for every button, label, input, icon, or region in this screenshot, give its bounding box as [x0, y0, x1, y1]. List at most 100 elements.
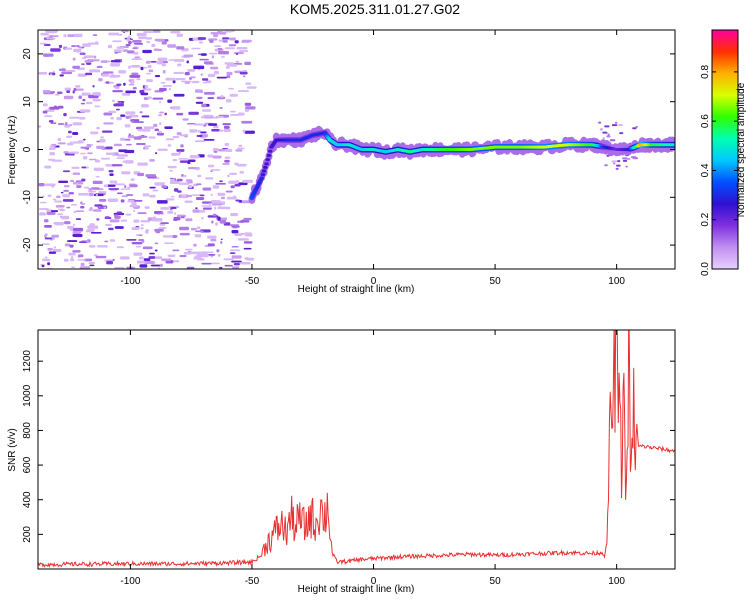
noise-speckle [72, 57, 76, 61]
noise-speckle [59, 209, 66, 212]
noise-speckle [211, 129, 220, 132]
noise-speckle [172, 235, 178, 238]
noise-speckle [224, 264, 233, 267]
noise-speckle [114, 215, 121, 219]
noise-speckle [94, 41, 99, 44]
noise-speckle [46, 36, 50, 40]
noise-speckle [44, 224, 52, 228]
noise-speckle [85, 101, 93, 105]
noise-speckle [220, 240, 223, 244]
noise-speckle [115, 108, 120, 111]
noise-speckle [149, 186, 156, 189]
noise-speckle [194, 89, 203, 93]
noise-speckle [112, 40, 122, 43]
noise-speckle [74, 33, 83, 38]
noise-speckle [210, 193, 213, 196]
noise-speckle [128, 83, 135, 86]
noise-speckle [189, 179, 193, 183]
noise-speckle [116, 83, 122, 86]
noise-speckle [111, 99, 115, 102]
noise-speckle [78, 254, 84, 258]
noise-speckle [176, 33, 183, 37]
noise-speckle [131, 58, 143, 60]
noise-speckle [98, 191, 107, 194]
noise-speckle [207, 164, 215, 168]
noise-speckle [210, 66, 219, 70]
noise-speckle [194, 123, 204, 126]
noise-speckle [229, 114, 240, 116]
noise-speckle [44, 256, 48, 259]
noise-speckle [116, 157, 126, 159]
track-core [252, 191, 257, 195]
noise-speckle [201, 217, 204, 220]
noise-speckle [143, 258, 151, 262]
noise-speckle [199, 254, 209, 258]
noise-speckle [129, 80, 135, 84]
noise-speckle [48, 120, 54, 123]
track-core [259, 176, 264, 180]
noise-speckle [148, 256, 156, 259]
noise-speckle [197, 37, 206, 40]
noise-speckle [50, 210, 59, 213]
noise-speckle [224, 142, 229, 147]
noise-speckle [154, 249, 158, 252]
noise-speckle [109, 219, 120, 223]
noise-speckle [625, 165, 628, 168]
noise-speckle [139, 256, 144, 260]
noise-speckle [105, 223, 112, 226]
noise-speckle [72, 65, 80, 69]
noise-speckle [179, 134, 187, 137]
noise-speckle [181, 194, 187, 199]
noise-speckle [173, 216, 181, 221]
noise-speckle [113, 103, 124, 107]
noise-speckle [160, 222, 169, 225]
noise-speckle [109, 239, 116, 242]
noise-speckle [203, 61, 213, 65]
noise-speckle [114, 183, 126, 186]
noise-speckle [66, 206, 71, 209]
noise-speckle [230, 185, 235, 189]
noise-speckle [614, 121, 618, 124]
noise-speckle [143, 145, 152, 147]
noise-speckle [126, 238, 137, 241]
noise-speckle [75, 85, 81, 88]
noise-speckle [47, 194, 52, 198]
noise-speckle [127, 50, 135, 54]
noise-speckle [129, 184, 138, 188]
noise-speckle [635, 125, 638, 128]
noise-speckle [229, 37, 236, 41]
noise-speckle [55, 204, 65, 208]
noise-speckle [125, 43, 131, 47]
noise-speckle [77, 259, 87, 261]
noise-speckle [211, 200, 221, 204]
noise-speckle [216, 76, 227, 79]
noise-speckle [42, 90, 51, 94]
noise-speckle [103, 184, 109, 188]
noise-speckle [230, 110, 236, 113]
noise-speckle [38, 72, 48, 75]
noise-speckle [156, 200, 168, 204]
noise-speckle [186, 266, 195, 269]
noise-speckle [193, 243, 197, 247]
noise-speckle [127, 200, 137, 203]
noise-speckle [151, 43, 156, 48]
noise-speckle [136, 126, 143, 130]
noise-speckle [197, 258, 205, 261]
noise-speckle [124, 124, 131, 128]
noise-speckle [171, 152, 181, 156]
noise-speckle [174, 188, 179, 192]
noise-speckle [236, 46, 248, 50]
noise-speckle [171, 106, 181, 110]
noise-speckle [118, 33, 123, 36]
noise-speckle [196, 226, 201, 230]
noise-speckle [180, 216, 185, 219]
noise-speckle [195, 101, 204, 104]
noise-speckle [86, 229, 95, 232]
noise-speckle [229, 252, 236, 255]
noise-speckle [234, 40, 239, 44]
noise-speckle [72, 172, 81, 175]
noise-speckle [169, 169, 174, 172]
spectrogram-x-axis-label: Height of straight line (km) [298, 284, 415, 295]
noise-speckle [155, 152, 158, 155]
noise-speckle [81, 92, 91, 96]
